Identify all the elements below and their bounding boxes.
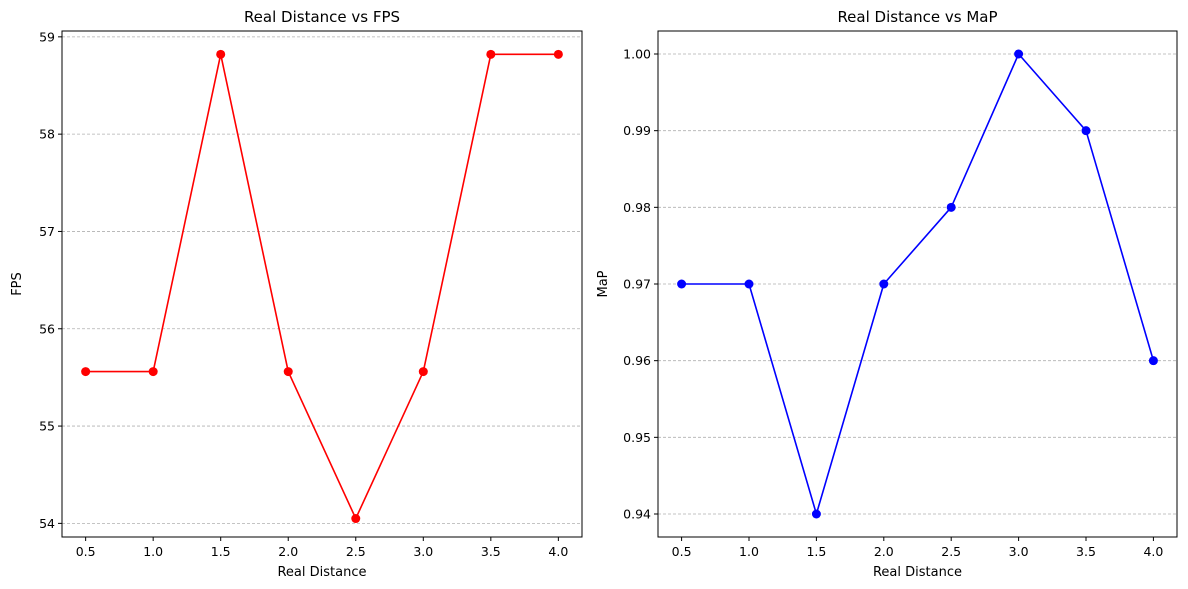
- y-tick-label: 0.96: [623, 353, 651, 368]
- y-axis-label: MaP: [596, 270, 611, 297]
- data-point: [81, 367, 91, 377]
- x-tick-label: 4.0: [1143, 544, 1163, 559]
- x-tick-label: 3.5: [481, 544, 501, 559]
- y-tick-label: 0.95: [623, 430, 651, 445]
- data-point: [486, 49, 496, 59]
- x-tick-label: 1.5: [806, 544, 826, 559]
- data-point: [946, 202, 956, 212]
- x-tick-label: 3.0: [413, 544, 433, 559]
- x-tick-label: 1.0: [143, 544, 163, 559]
- chart-title: Real Distance vs FPS: [244, 8, 400, 26]
- y-tick-label: 1.00: [623, 47, 651, 62]
- y-tick-label: 55: [39, 419, 55, 434]
- x-tick-label: 2.0: [874, 544, 894, 559]
- x-axis-label: Real Distance: [277, 565, 366, 580]
- data-point: [418, 367, 428, 377]
- y-tick-label: 0.98: [623, 200, 651, 215]
- x-tick-label: 4.0: [548, 544, 568, 559]
- x-tick-label: 1.0: [739, 544, 759, 559]
- x-tick-label: 2.0: [278, 544, 298, 559]
- y-tick-label: 54: [39, 516, 55, 531]
- data-point: [1014, 49, 1024, 59]
- y-tick-label: 0.97: [623, 277, 651, 292]
- x-tick-label: 2.5: [346, 544, 366, 559]
- x-tick-label: 3.5: [1076, 544, 1096, 559]
- axes-frame: [657, 30, 1178, 538]
- data-point: [553, 49, 563, 59]
- data-point: [1081, 126, 1091, 136]
- data-point: [1148, 356, 1158, 366]
- y-tick-label: 58: [39, 127, 55, 142]
- series-line: [681, 53, 1155, 515]
- chart-panel-2: 0.94 0.95 0.96 0.97 0.98 0.99 1.00 0.5 1.0 1.5 2.0…: [596, 8, 1178, 580]
- x-axis-label: Real Distance: [873, 565, 962, 580]
- x-tick-label: 0.5: [76, 544, 96, 559]
- data-point: [351, 514, 361, 524]
- y-tick-label: 56: [39, 321, 55, 336]
- x-tick-label: 2.5: [941, 544, 961, 559]
- series-line: [85, 53, 559, 520]
- x-tick-label: 3.0: [1009, 544, 1029, 559]
- y-tick-label: 0.94: [623, 507, 651, 522]
- chart-title: Real Distance vs MaP: [837, 8, 997, 26]
- data-point: [744, 279, 754, 289]
- y-axis-label: FPS: [10, 272, 25, 296]
- data-point: [879, 279, 889, 289]
- y-tick-label: 57: [39, 224, 55, 239]
- x-tick-label: 0.5: [672, 544, 692, 559]
- data-point: [216, 49, 226, 59]
- chart-panel-1: 54 55 56 57 58 59 0.5 1.0 1.5 2.0 2.5 3.0 3.5 4.0 Real…: [10, 8, 583, 580]
- x-tick-label: 1.5: [211, 544, 231, 559]
- data-point: [148, 367, 158, 377]
- y-tick-label: 59: [39, 29, 55, 44]
- data-point: [283, 367, 293, 377]
- data-point: [677, 279, 687, 289]
- axes-frame: [61, 30, 583, 538]
- y-tick-label: 0.99: [623, 123, 651, 138]
- data-point: [811, 509, 821, 519]
